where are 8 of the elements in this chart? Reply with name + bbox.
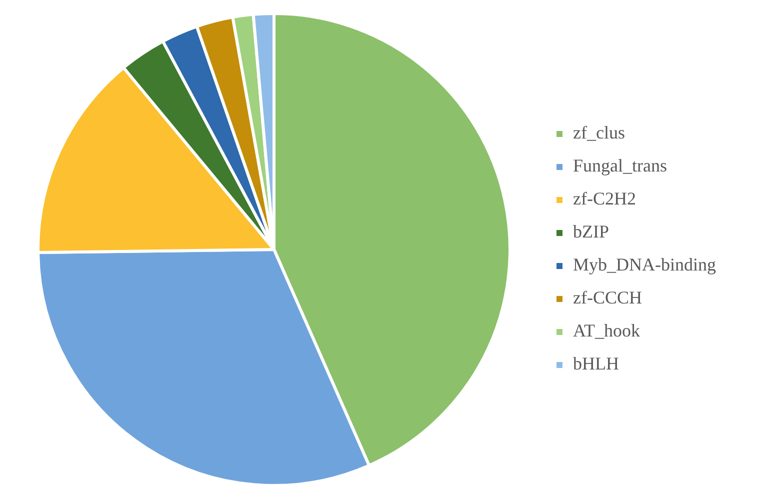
legend-label: bZIP bbox=[573, 222, 609, 242]
legend-label: AT_hook bbox=[573, 320, 640, 341]
legend-label: zf-CCCH bbox=[573, 288, 642, 308]
legend-label: zf-C2H2 bbox=[573, 188, 636, 209]
legend-label: Fungal_trans bbox=[573, 156, 667, 176]
legend-label: zf_clus bbox=[573, 122, 625, 143]
legend-label: Myb_DNA-binding bbox=[573, 254, 716, 275]
legend-label: bHLH bbox=[573, 354, 619, 374]
